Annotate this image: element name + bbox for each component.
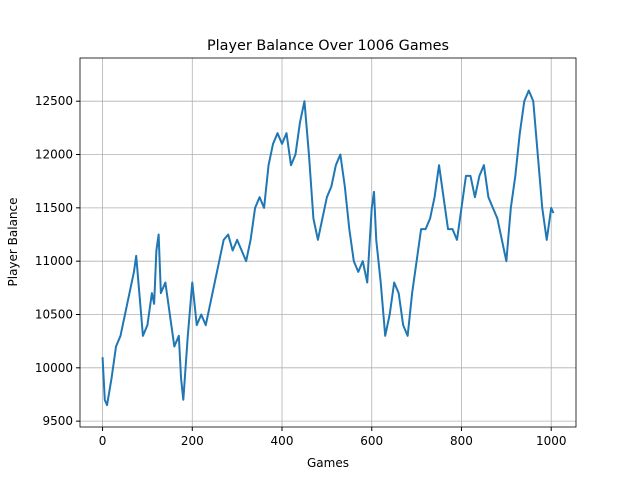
x-axis-label: Games <box>307 456 349 470</box>
data-line <box>101 89 555 407</box>
x-tick-label: 0 <box>99 434 107 448</box>
y-tick-label: 12500 <box>35 94 73 108</box>
x-tick-label: 800 <box>450 434 473 448</box>
y-tick-label: 12000 <box>35 148 73 162</box>
y-axis-label: Player Balance <box>6 197 20 286</box>
y-tick-label: 9500 <box>42 414 73 428</box>
chart-title: Player Balance Over 1006 Games <box>207 38 449 54</box>
y-tick-label: 11000 <box>35 254 73 268</box>
y-tick-label: 11500 <box>35 201 73 215</box>
x-tick-label: 200 <box>181 434 204 448</box>
x-tick-label: 600 <box>360 434 383 448</box>
y-tick-label: 10500 <box>35 307 73 321</box>
x-tick-label: 1000 <box>536 434 567 448</box>
x-tick-label: 400 <box>271 434 294 448</box>
plot-frame <box>79 57 577 428</box>
y-tick-label: 10000 <box>35 361 73 375</box>
